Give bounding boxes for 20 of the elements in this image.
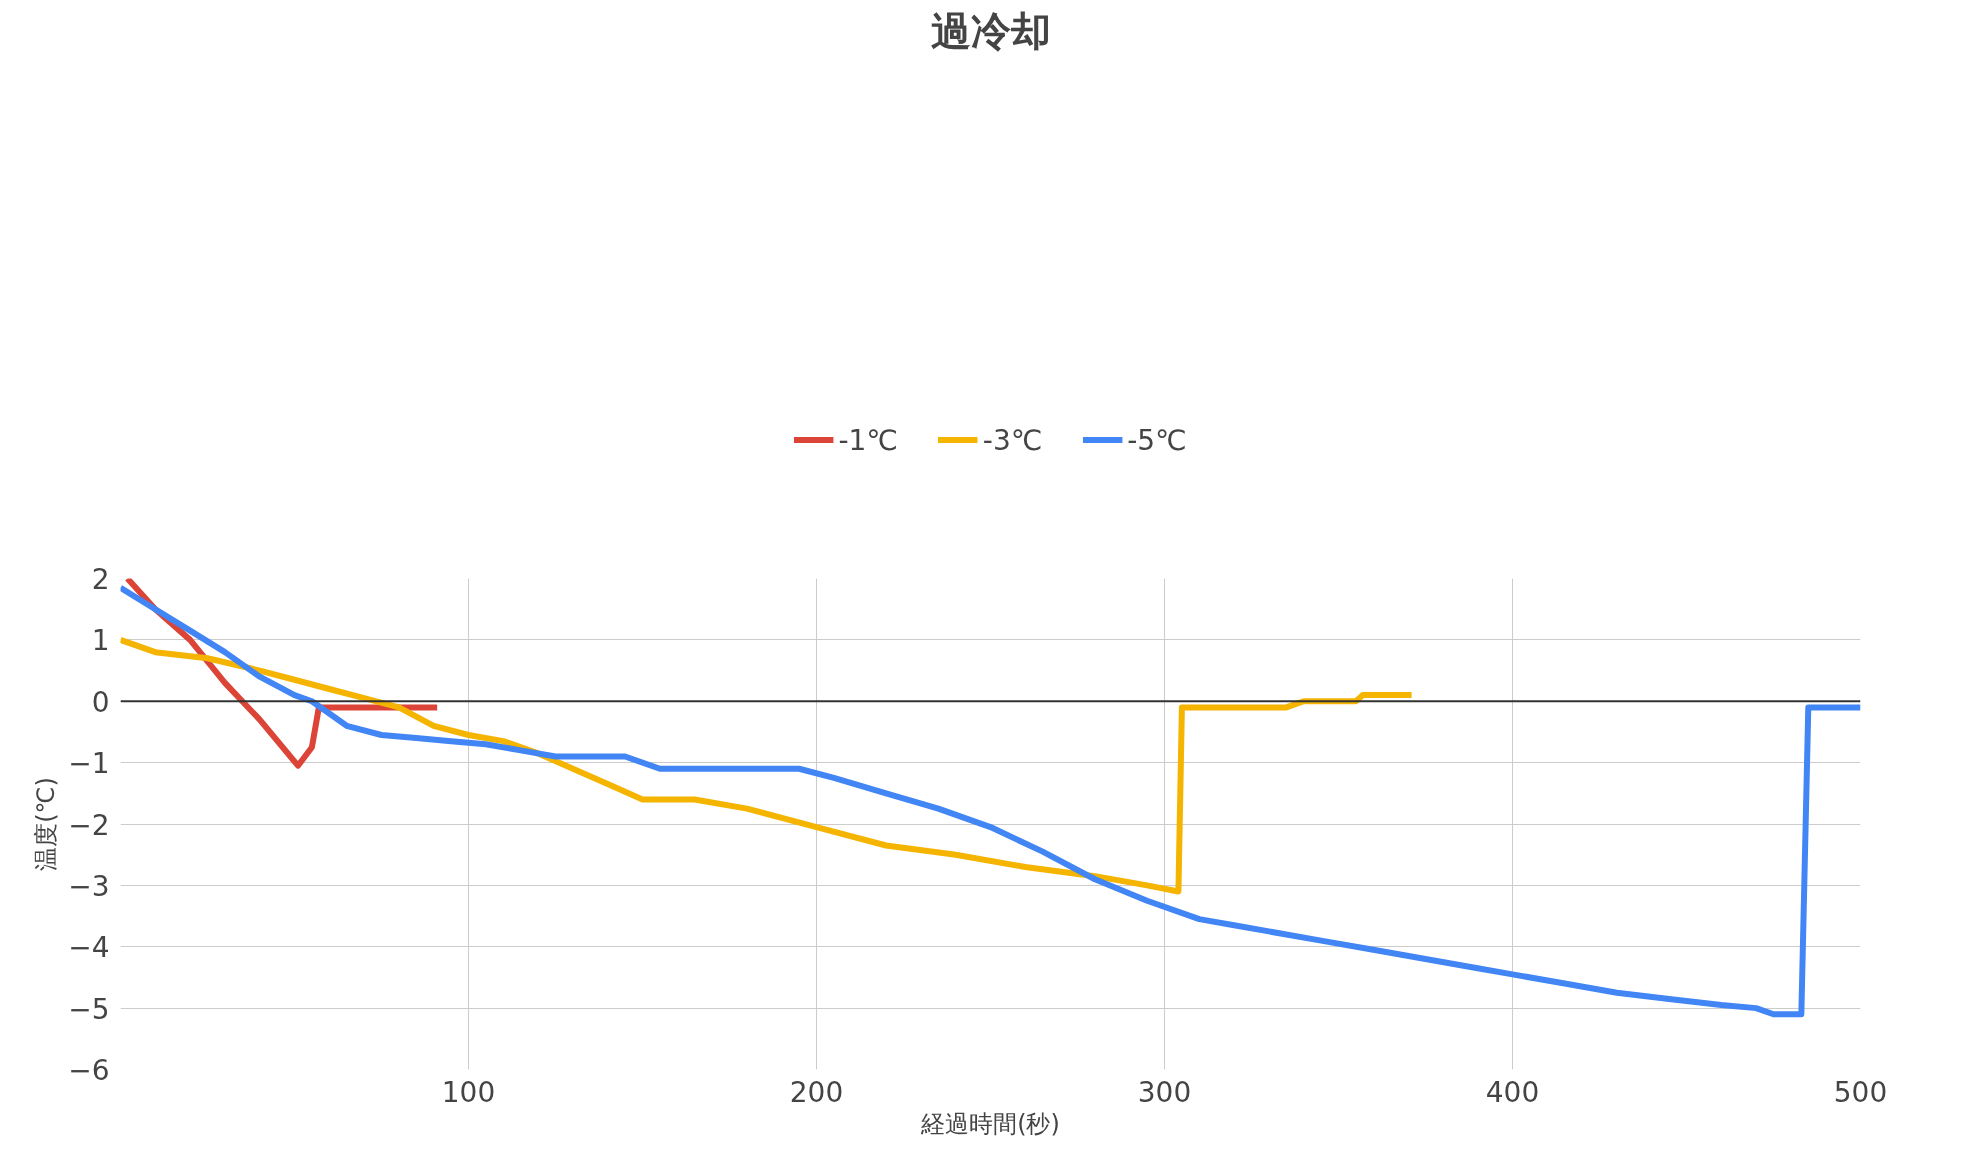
legend-label: -1℃ <box>838 423 898 457</box>
y-axis-title: 温度(℃) <box>32 777 61 871</box>
x-tick-label: 200 <box>789 1075 844 1109</box>
y-tick-label: −4 <box>68 931 110 965</box>
x-tick-label: 300 <box>1137 1075 1192 1109</box>
y-tick-label: −6 <box>68 1054 110 1087</box>
y-tick-label: 0 <box>91 685 110 719</box>
legend-label: -3℃ <box>982 423 1043 457</box>
x-tick-label: 500 <box>1833 1075 1888 1109</box>
chart-title: 過冷却 <box>930 7 1051 54</box>
y-tick-label: 2 <box>91 563 110 596</box>
y-tick-label: 1 <box>91 624 110 658</box>
legend-label: -5℃ <box>1127 423 1187 457</box>
y-tick-label: −3 <box>68 869 110 903</box>
x-axis-title: 経過時間(秒) <box>920 1109 1060 1138</box>
y-tick-label: −5 <box>68 992 110 1026</box>
y-tick-label: −2 <box>68 808 110 842</box>
x-tick-label: 400 <box>1485 1075 1540 1109</box>
x-tick-label: 100 <box>441 1075 496 1109</box>
y-tick-label: −1 <box>68 747 110 781</box>
